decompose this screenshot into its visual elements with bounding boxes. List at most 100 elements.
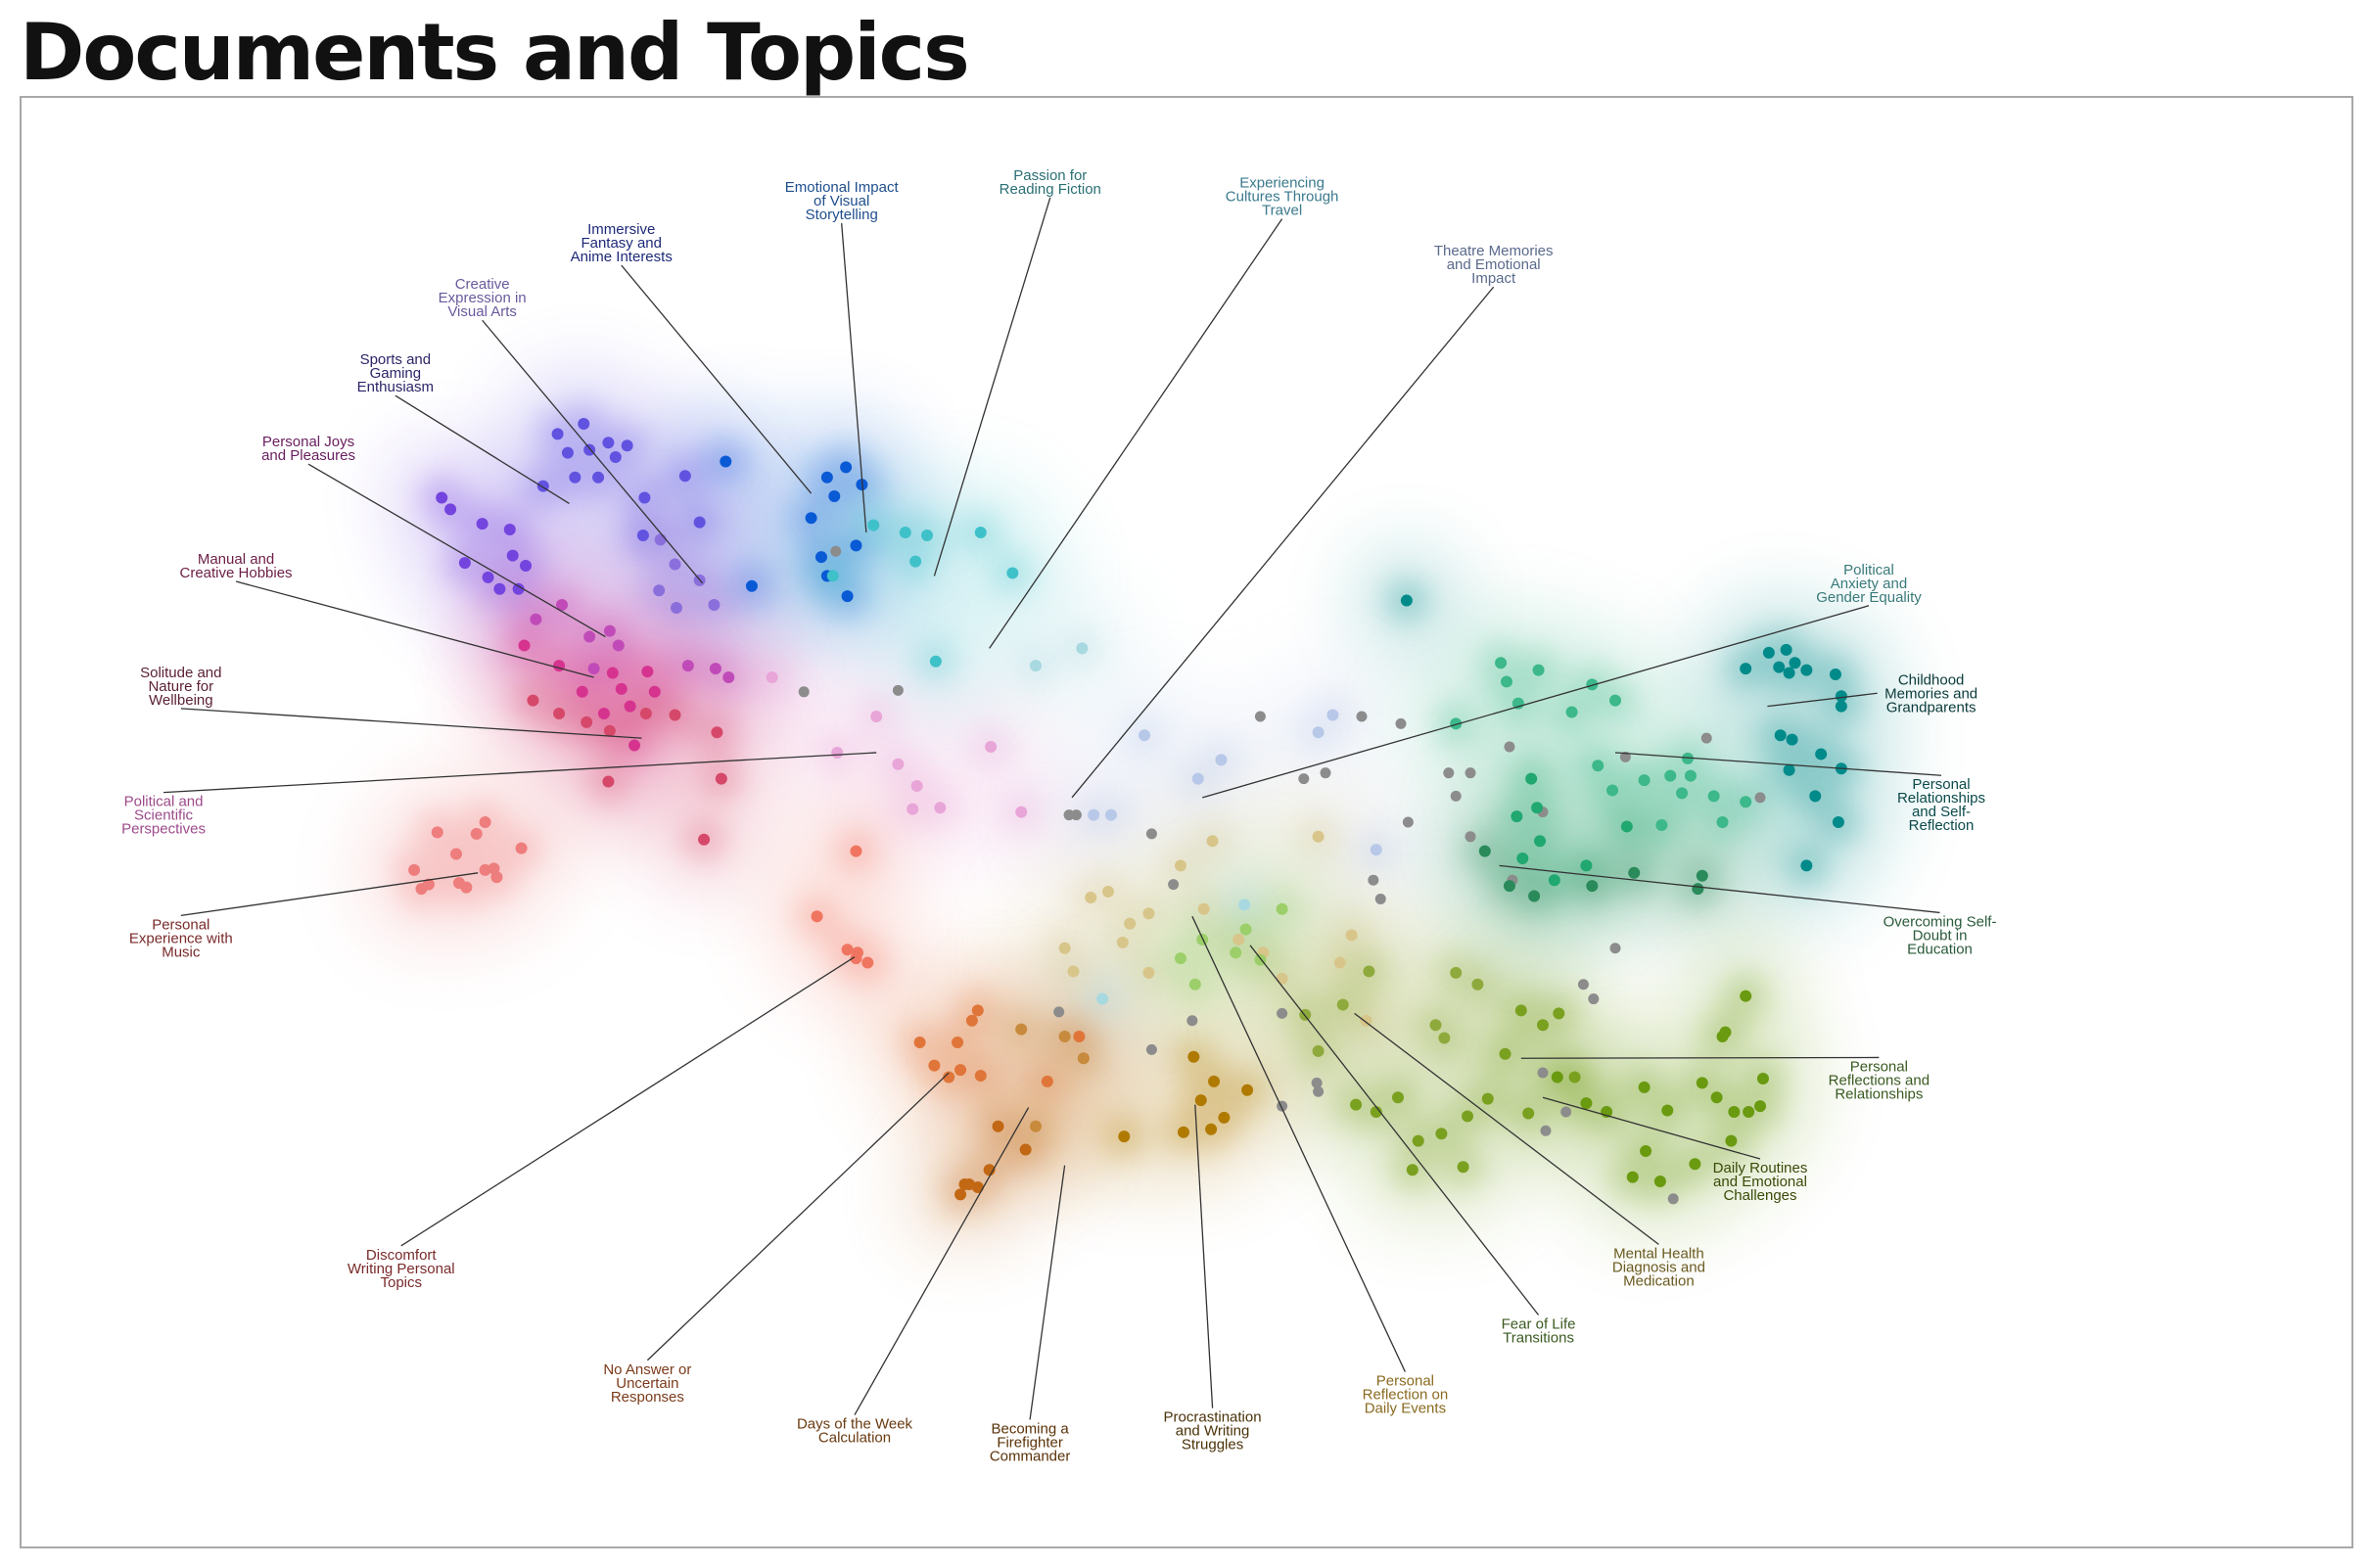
- document-point-topic-23: [1762, 646, 1775, 659]
- document-point-topic-22: [1501, 675, 1512, 688]
- topic-label-line: Days of the Week: [797, 1416, 913, 1433]
- document-point-topic-22: [1716, 816, 1729, 828]
- labels-layer: Emotional Impact of Visual Storytelling Pas…: [121, 167, 1996, 1465]
- document-point-topic-8: [910, 780, 923, 792]
- document-point-topic-16: [1188, 978, 1201, 991]
- document-point-topic-9: [479, 863, 491, 876]
- topic-label-line: Scientific: [134, 807, 194, 824]
- outlier-point: [1402, 816, 1414, 828]
- document-point-topic-15: [1197, 902, 1210, 915]
- outlier-point: [1298, 773, 1310, 785]
- document-point-topic-18: [1754, 1100, 1766, 1113]
- document-point-topic-16: [1175, 952, 1186, 965]
- document-point-topic-23: [1809, 790, 1822, 803]
- topic-label-line: and Emotional: [1713, 1174, 1807, 1190]
- topic-label-line: Solitude and: [140, 665, 221, 681]
- document-point-topic-23: [1740, 663, 1752, 675]
- topic-label-line: of Visual: [814, 193, 869, 209]
- document-point-topic-18: [1661, 1104, 1674, 1117]
- topic-label-23: Childhood Memories and Grandparents: [1884, 671, 1977, 715]
- document-point-topic-0: [805, 512, 817, 525]
- document-point-topic-15: [1206, 835, 1219, 848]
- outlier-point: [1254, 711, 1266, 722]
- document-point-topic-24: [1531, 802, 1544, 814]
- topic-label-line: Grandparents: [1886, 699, 1977, 715]
- document-point-topic-4: [482, 571, 494, 583]
- topic-label-14: Procrastination and Writing Struggles: [1164, 1409, 1262, 1453]
- document-point-topic-2: [592, 471, 605, 484]
- outlier-point: [1560, 1106, 1572, 1118]
- outlier-point: [1186, 1015, 1198, 1027]
- document-point-topic-6: [553, 660, 566, 672]
- scatter-plot: Emotional Impact of Visual Storytelling Pas…: [121, 167, 1996, 1465]
- topic-label-line: Personal: [1850, 1058, 1908, 1075]
- document-point-topic-17: [1312, 1044, 1325, 1057]
- topic-label-line: Medication: [1623, 1272, 1695, 1289]
- document-point-topic-4: [506, 549, 519, 562]
- leader-line-topic-10: [400, 956, 856, 1247]
- leader-line-topic-15: [1191, 915, 1406, 1372]
- document-point-topic-10: [861, 956, 874, 969]
- topic-label-line: Music: [162, 944, 201, 960]
- outlier-point: [1356, 711, 1368, 722]
- density-cloud-10: [763, 797, 922, 1017]
- leader-line-topic-24: [1614, 752, 1942, 776]
- topic-label-line: Personal Joys: [262, 434, 354, 450]
- document-point-topic-2: [636, 529, 649, 541]
- topic-label-line: and Writing: [1176, 1423, 1250, 1440]
- document-point-topic-3: [669, 558, 681, 571]
- outlier-point: [798, 686, 810, 698]
- document-point-topic-11: [1041, 1075, 1053, 1087]
- document-point-topic-12: [954, 1188, 967, 1201]
- document-point-topic-10: [811, 910, 823, 923]
- leader-line-topic-1: [933, 197, 1051, 576]
- document-point-topic-7: [669, 709, 681, 721]
- document-point-topic-4: [503, 524, 516, 536]
- topic-label-7: Solitude and Nature for Wellbeing: [140, 665, 221, 709]
- document-point-topic-19: [1537, 1019, 1549, 1032]
- topic-label-5: Personal Joys and Pleasures: [261, 434, 355, 464]
- document-point-topic-5: [583, 630, 596, 643]
- document-point-topic-8: [985, 741, 998, 754]
- topic-label-line: Personal: [1912, 776, 1970, 793]
- document-point-topic-2: [561, 446, 574, 459]
- document-point-topic-15: [1345, 929, 1358, 942]
- document-point-topic-0: [814, 551, 827, 564]
- document-point-topic-4: [493, 582, 506, 595]
- document-point-topic-22: [1740, 796, 1752, 808]
- document-point-topic-8: [892, 758, 905, 770]
- document-point-topic-25: [1528, 890, 1541, 902]
- topic-label-line: Fantasy and: [581, 235, 662, 252]
- document-point-topic-13: [1058, 1031, 1071, 1043]
- document-point-topic-23: [1789, 657, 1801, 669]
- document-point-topic-19: [1553, 1007, 1565, 1020]
- leader-line-topic-14: [1194, 1104, 1214, 1408]
- document-point-topic-18: [1653, 1176, 1666, 1188]
- leader-line-topic-2: [621, 264, 813, 494]
- topic-label-17: Mental Health Diagnosis and Medication: [1612, 1245, 1705, 1289]
- document-point-topic-19: [1370, 1106, 1382, 1118]
- topic-label-line: Struggles: [1182, 1437, 1243, 1453]
- leader-lines-layer: [163, 197, 1942, 1420]
- document-point-topic-17: [1429, 1019, 1442, 1032]
- topic-label-line: Challenges: [1723, 1187, 1796, 1204]
- document-point-topic-11: [971, 1004, 984, 1017]
- document-point-topic-19: [1412, 1134, 1424, 1147]
- document-point-topic-24: [1620, 820, 1633, 833]
- document-point-topic-18: [1626, 1171, 1639, 1183]
- document-point-topic-9: [490, 871, 503, 884]
- topic-label-line: Personal: [152, 916, 209, 933]
- document-point-topic-23: [1800, 859, 1813, 872]
- document-point-topic-6: [624, 700, 636, 713]
- document-point-topic-20: [1139, 729, 1150, 742]
- document-point-topic-7: [581, 715, 593, 728]
- document-point-topic-25: [1696, 869, 1708, 882]
- topic-label-line: and Emotional: [1447, 256, 1541, 273]
- topic-label-line: Visual Arts: [447, 303, 517, 320]
- leader-line-topic-8: [163, 752, 877, 794]
- topic-label-line: Relationships: [1835, 1085, 1923, 1102]
- document-point-topic-9: [460, 881, 473, 894]
- document-point-topic-11: [943, 1071, 955, 1084]
- topic-label-4: Sports and Gaming Enthusiasm: [357, 351, 434, 395]
- density-core-9: [393, 801, 543, 911]
